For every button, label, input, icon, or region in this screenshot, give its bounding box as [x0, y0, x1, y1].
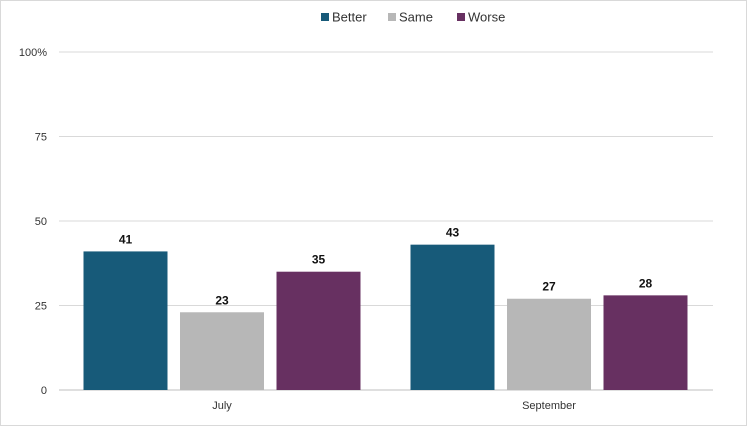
legend-item-better: Better	[321, 10, 367, 25]
y-tick-label: 75	[35, 132, 47, 144]
legend-label-worse: Worse	[468, 10, 505, 25]
legend-swatch-worse	[457, 13, 465, 21]
data-label-same-september: 27	[542, 280, 556, 294]
x-tick-label-september: September	[522, 400, 576, 412]
bar-same-september	[507, 298, 591, 390]
y-tick-label: 50	[35, 216, 47, 228]
x-tick-label-july: July	[212, 400, 232, 412]
data-label-worse-july: 35	[312, 253, 326, 267]
data-label-better-july: 41	[119, 232, 133, 246]
legend-swatch-better	[321, 13, 329, 21]
legend-item-worse: Worse	[457, 10, 505, 25]
legend-swatch-same	[388, 13, 396, 21]
y-tick-label: 0	[41, 385, 47, 397]
data-label-better-september: 43	[446, 226, 460, 240]
bar-worse-september	[603, 295, 688, 390]
data-labels: 41 23 35 43 27 28	[119, 226, 653, 308]
x-axis: July September	[212, 400, 576, 412]
bars	[83, 244, 688, 390]
bar-better-september	[410, 244, 495, 390]
legend: Better Same Worse	[321, 10, 505, 25]
data-label-worse-september: 28	[639, 276, 653, 290]
data-label-same-july: 23	[215, 293, 229, 307]
y-tick-label: 100%	[19, 47, 47, 59]
bar-worse-july	[276, 271, 361, 390]
y-axis: 0 25 50 75 100%	[19, 47, 47, 397]
y-tick-label: 25	[35, 301, 47, 313]
legend-item-same: Same	[388, 10, 433, 25]
legend-label-same: Same	[399, 10, 433, 25]
bar-same-july	[180, 312, 264, 390]
bar-better-july	[83, 251, 168, 390]
legend-label-better: Better	[332, 10, 367, 25]
